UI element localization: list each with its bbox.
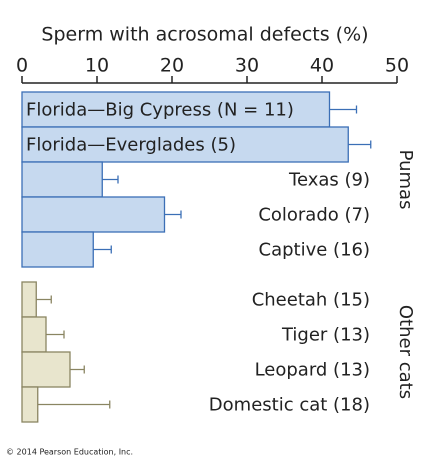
error-bar — [37, 400, 111, 409]
x-tick-label: 20 — [160, 55, 184, 77]
x-tick-label: 50 — [385, 55, 409, 77]
bar — [21, 316, 47, 353]
category-label: Cheetah (15) — [252, 290, 370, 311]
footer: © 2014 Pearson Education, Inc. — [6, 448, 133, 457]
category-label: Tiger (13) — [281, 325, 370, 346]
error-bar — [329, 105, 358, 114]
x-tick-label: 0 — [16, 55, 28, 77]
chart-title: Sperm with acrosomal defects (%) — [41, 24, 368, 46]
category-label: Domestic cat (18) — [209, 395, 370, 416]
bar — [21, 161, 103, 198]
error-bar — [36, 295, 52, 304]
bar — [21, 351, 71, 388]
category-label: Leopard (13) — [255, 360, 370, 381]
error-bar — [348, 140, 372, 149]
error-bar — [46, 330, 65, 339]
x-tick-label: 10 — [85, 55, 109, 77]
bar — [21, 281, 37, 318]
bar — [21, 386, 39, 423]
group-label: Other cats — [395, 305, 416, 399]
error-bar — [164, 210, 182, 219]
category-label: Florida—Everglades (5) — [26, 135, 236, 156]
bar — [21, 196, 166, 233]
category-label: Captive (16) — [259, 240, 370, 261]
category-label: Florida—Big Cypress (N = 11) — [26, 100, 294, 121]
x-tick-label: 30 — [235, 55, 259, 77]
error-bar — [93, 245, 112, 254]
x-tick-label: 40 — [310, 55, 334, 77]
bar — [21, 231, 94, 268]
category-label: Texas (9) — [288, 170, 370, 191]
error-bar — [102, 175, 119, 184]
bar — [21, 126, 349, 163]
error-bar — [70, 365, 85, 374]
group-label: Pumas — [395, 150, 416, 210]
category-label: Colorado (7) — [258, 205, 370, 226]
